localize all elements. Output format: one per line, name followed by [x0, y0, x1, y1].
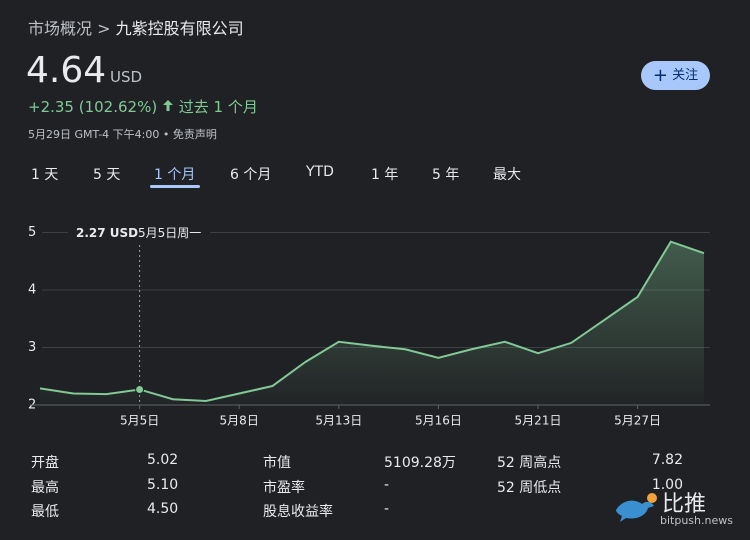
- watermark-name: 比推: [662, 492, 707, 517]
- breadcrumb-separator: >: [97, 19, 111, 38]
- stat-value: 1.00: [651, 476, 683, 493]
- follow-label: 关注: [672, 68, 699, 83]
- stat-value: 4.50: [147, 501, 179, 517]
- x-tick-label: 5月8日: [220, 414, 259, 428]
- change: +2.35 (102.62%) 过去 1 个月: [28, 96, 258, 117]
- tab-indicator: [150, 185, 200, 188]
- x-tick-label: 5月5日: [120, 414, 159, 428]
- breadcrumb-link[interactable]: 市场概况: [28, 19, 93, 38]
- tab[interactable]: 1 年: [371, 167, 399, 183]
- stat-value: 5.02: [147, 452, 179, 468]
- tooltip-box: [68, 221, 210, 245]
- stat-value: 5.10: [147, 476, 179, 493]
- plus-icon: +: [652, 65, 668, 86]
- y-tick-label: 3: [28, 340, 36, 355]
- watermark-logo: [616, 493, 657, 522]
- change-period: 过去 1 个月: [178, 98, 258, 116]
- tab[interactable]: 1 个月: [154, 167, 196, 183]
- y-tick-label: 4: [28, 283, 36, 298]
- stat-label: 市盈率: [263, 479, 305, 496]
- tooltip-date: 5月5日周一: [138, 226, 201, 240]
- up-arrow: [162, 100, 173, 111]
- price: 4.64: [26, 50, 107, 91]
- stat-label: 最低: [31, 504, 59, 520]
- stat-value: 7.82: [651, 452, 683, 468]
- tab[interactable]: YTD: [306, 164, 334, 180]
- stat-label: 52 周低点: [497, 479, 562, 496]
- highlight-point: [135, 384, 145, 394]
- x-tick-label: 5月13日: [315, 414, 362, 428]
- x-tick-label: 5月16日: [415, 414, 462, 428]
- watermark-site: bitpush.news: [660, 514, 733, 527]
- stat-value: -: [384, 501, 390, 517]
- y-tick-label: 5: [28, 225, 36, 240]
- stat-label: 股息收益率: [263, 504, 333, 520]
- tab[interactable]: 5 天: [93, 167, 121, 183]
- change-value: +2.35 (102.62%): [28, 98, 158, 116]
- tooltip-value: 2.27 USD: [76, 226, 138, 240]
- timestamp: 5月29日 GMT-4 下午4:00 • 免责声明: [28, 128, 217, 141]
- stat-value: -: [384, 476, 390, 493]
- stat-label: 开盘: [31, 455, 59, 471]
- stat-label: 52 周高点: [497, 455, 562, 471]
- currency: USD: [110, 68, 143, 86]
- x-tick-label: 5月27日: [614, 414, 661, 428]
- tab[interactable]: 1 天: [31, 167, 59, 183]
- follow-button[interactable]: + 关注: [641, 61, 710, 90]
- tab[interactable]: 最大: [493, 167, 521, 183]
- area: [40, 241, 704, 405]
- breadcrumb: 市场概况 > 九紫控股有限公司: [28, 15, 244, 39]
- breadcrumb-current: 九紫控股有限公司: [115, 19, 244, 38]
- stat-value: 5109.28万: [384, 455, 456, 471]
- stat-label: 市值: [263, 455, 291, 471]
- watermark: 比推 bitpush.news: [612, 490, 733, 528]
- tab[interactable]: 6 个月: [230, 167, 272, 183]
- x-tick-label: 5月21日: [515, 414, 562, 428]
- stat-label: 最高: [31, 479, 59, 496]
- line: [39, 240, 705, 402]
- tab[interactable]: 5 年: [432, 167, 460, 183]
